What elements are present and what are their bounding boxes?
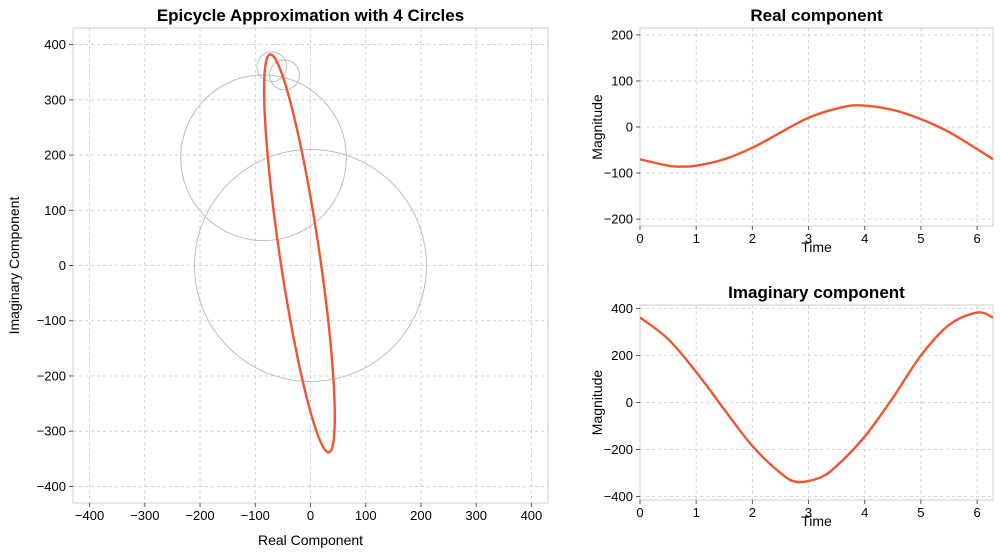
real-ytick-label: 0: [626, 120, 633, 135]
real-series-line: [640, 104, 993, 168]
imag-x-axis-label: Time: [801, 513, 832, 529]
imag-xtick-label: 6: [973, 505, 980, 520]
epicycle-circle: [256, 51, 288, 83]
real-plot-area: [640, 104, 993, 168]
epicycle-xtick-label: 100: [355, 508, 377, 523]
imag-ytick-label: 400: [611, 301, 633, 316]
imag-xtick-label: 3: [805, 505, 812, 520]
real-ytick-label: −100: [604, 166, 633, 181]
imag-ytick-label: 200: [611, 348, 633, 363]
imag-series-line: [640, 311, 993, 484]
real-chart-title: Real component: [750, 6, 883, 25]
epicycle-xtick-label: 200: [410, 508, 432, 523]
imag-ytick-label: −400: [604, 489, 633, 504]
epicycle-ytick-label: 200: [44, 148, 66, 163]
epicycle-xtick-label: 0: [307, 508, 314, 523]
epicycle-plot-area: [180, 51, 427, 454]
epicycle-xtick-label: −200: [185, 508, 214, 523]
imag-ytick-label: −200: [604, 442, 633, 457]
epicycle-xtick-label: 400: [521, 508, 543, 523]
epicycle-traced-curve: [262, 53, 336, 454]
imag-xtick-label: 4: [861, 505, 868, 520]
epicycle-xtick-label: 300: [465, 508, 487, 523]
real-ytick-label: 200: [611, 27, 633, 42]
imag-ytick-label: 0: [626, 395, 633, 410]
epicycle-circle: [194, 149, 427, 382]
imag-xtick-label: 2: [749, 505, 756, 520]
epicycle-ytick-label: −200: [37, 368, 66, 383]
real-xtick-label: 4: [861, 231, 868, 246]
real-x-axis-label: Time: [801, 239, 832, 255]
epicycle-ytick-label: 300: [44, 92, 66, 107]
epicycle-xtick-label: −400: [75, 508, 104, 523]
imag-xtick-label: 1: [693, 505, 700, 520]
epicycle-ytick-label: −100: [37, 313, 66, 328]
real-xtick-label: 3: [805, 231, 812, 246]
epicycle-ytick-label: 100: [44, 203, 66, 218]
real-ytick-label: −200: [604, 212, 633, 227]
epicycle-ytick-label: 0: [59, 258, 66, 273]
epicycle-ytick-label: 400: [44, 37, 66, 52]
imag-chart-title: Imaginary component: [728, 283, 905, 302]
real-xtick-label: 6: [973, 231, 980, 246]
real-y-axis-label: Magnitude: [589, 94, 605, 160]
epicycle-ytick-label: −300: [37, 424, 66, 439]
epicycle-circle: [269, 59, 300, 91]
epicycle-xtick-label: −300: [130, 508, 159, 523]
real-xtick-label: 0: [636, 231, 643, 246]
epicycle-xtick-label: −100: [241, 508, 270, 523]
epicycle-ytick-label: −400: [37, 479, 66, 494]
real-ytick-label: 100: [611, 73, 633, 88]
epicycle-chart-title: Epicycle Approximation with 4 Circles: [157, 6, 464, 25]
imag-y-axis-label: Magnitude: [589, 370, 605, 436]
imag-xtick-label: 0: [636, 505, 643, 520]
real-xtick-label: 1: [693, 231, 700, 246]
real-xtick-label: 5: [917, 231, 924, 246]
epicycle-x-axis-label: Real Component: [258, 532, 363, 548]
real-xtick-label: 2: [749, 231, 756, 246]
imag-plot-area: [640, 311, 993, 484]
epicycle-y-axis-label: Imaginary Component: [6, 197, 22, 335]
imag-xtick-label: 5: [917, 505, 924, 520]
